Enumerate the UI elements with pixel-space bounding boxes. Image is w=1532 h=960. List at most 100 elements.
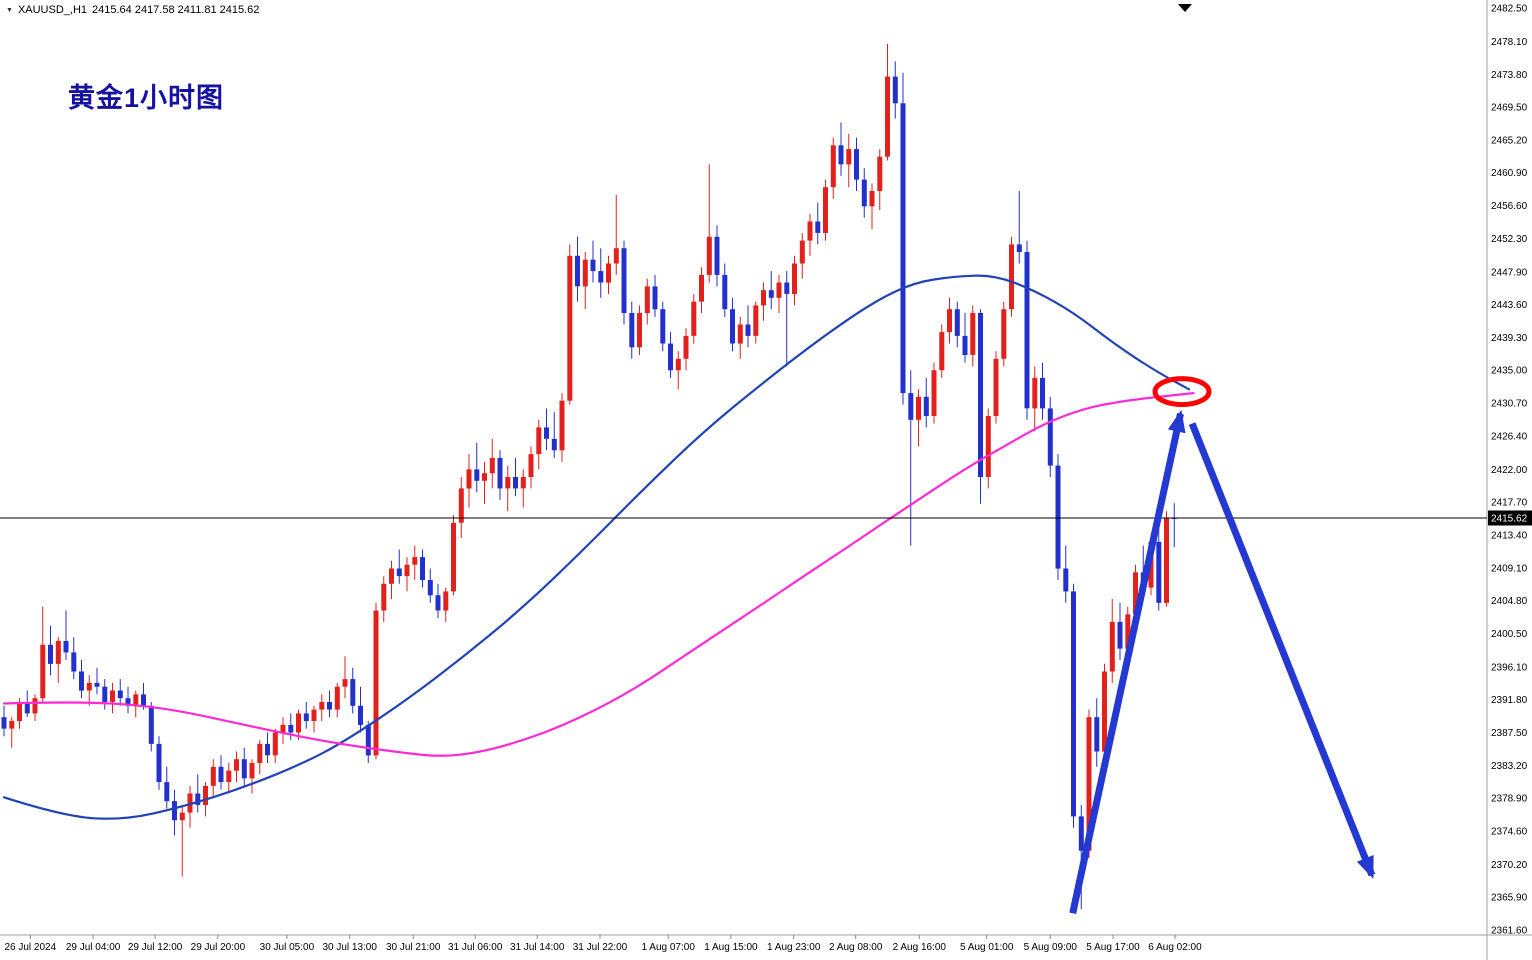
candle [1, 705, 7, 737]
candle [629, 301, 635, 359]
candle [86, 675, 92, 706]
candle [9, 717, 15, 748]
candle [753, 301, 759, 344]
candle [381, 576, 387, 622]
time-axis-label: 1 Aug 23:00 [767, 942, 821, 953]
candle [861, 168, 867, 218]
price-axis-label: 2430.70 [1491, 399, 1528, 410]
svg-text:2415.62: 2415.62 [1491, 514, 1528, 525]
time-axis-label: 26 Jul 2024 [4, 942, 56, 953]
candle [582, 252, 588, 310]
candle [458, 477, 464, 538]
time-axis-label: 31 Jul 22:00 [573, 942, 628, 953]
candle [489, 438, 495, 489]
price-axis-label: 2404.80 [1491, 596, 1528, 607]
candle [947, 297, 952, 344]
price-axis-label: 2478.10 [1491, 37, 1528, 48]
candle [172, 789, 177, 836]
price-axis-label: 2456.60 [1491, 201, 1528, 212]
candle [396, 549, 402, 584]
time-axis: 26 Jul 2024 29 Jul 04:00 29 Jul 12:00 29 Ju… [4, 935, 1202, 953]
candle [358, 686, 363, 733]
time-axis-label: 2 Aug 16:00 [893, 942, 947, 953]
price-axis-label: 2426.40 [1491, 431, 1528, 442]
candle [598, 248, 604, 298]
candle [513, 457, 518, 497]
candle [854, 137, 859, 191]
price-axis-label: 2374.60 [1491, 826, 1528, 837]
price-axis-label: 2378.90 [1491, 794, 1528, 805]
price-axis-label: 2439.30 [1491, 333, 1528, 344]
time-axis-label: 2 Aug 08:00 [829, 942, 883, 953]
candle [1009, 236, 1014, 317]
price-axis-label: 2391.80 [1491, 695, 1528, 706]
candle [776, 274, 782, 313]
candle [567, 244, 573, 405]
candle [815, 202, 821, 245]
candle [536, 419, 542, 470]
time-axis-label: 1 Aug 15:00 [704, 942, 758, 953]
candle [234, 751, 239, 783]
candle [722, 263, 728, 317]
candle [520, 469, 526, 508]
candle [226, 763, 232, 794]
time-axis-label: 29 Jul 12:00 [128, 942, 183, 953]
current-price-badge: 2415.62 [1488, 510, 1532, 526]
hand-drawn-annotations [1069, 376, 1376, 914]
candle [931, 362, 937, 424]
candle [877, 149, 883, 211]
down-arrow-annotation [1188, 422, 1376, 879]
candle [148, 702, 154, 752]
candlesticks [1, 43, 1177, 910]
candle [334, 682, 340, 718]
price-axis-label: 2422.00 [1491, 465, 1528, 476]
candle [807, 213, 813, 256]
time-axis-label: 5 Aug 17:00 [1086, 942, 1140, 953]
quote-ohlc-values: 2415.64 2417.58 2411.81 2415.62 [92, 4, 260, 16]
candle [427, 568, 433, 603]
price-axis-label: 2435.00 [1491, 366, 1528, 377]
price-axis-label: 2460.90 [1491, 168, 1528, 179]
candle [482, 461, 487, 504]
candle [838, 122, 844, 176]
candle [1117, 602, 1123, 660]
price-axis-label: 2443.60 [1491, 300, 1528, 311]
candle [613, 194, 619, 275]
candle [954, 301, 960, 348]
candle [94, 667, 100, 695]
candle [1001, 301, 1007, 367]
candle [606, 255, 611, 294]
candle [1063, 545, 1069, 603]
candle [575, 236, 580, 302]
candle [241, 747, 247, 786]
candle [474, 442, 480, 493]
candle [939, 324, 945, 378]
price-axis-label: 2447.90 [1491, 267, 1528, 278]
symbol-timeframe-label: XAUUSD_,H1 [17, 4, 88, 16]
candle [668, 332, 673, 378]
candle [1032, 366, 1038, 432]
candle [1071, 583, 1076, 828]
candle [1102, 663, 1107, 760]
candle [179, 804, 185, 877]
candle [218, 755, 224, 790]
candle [443, 587, 449, 622]
price-axis-label: 2417.70 [1491, 498, 1528, 509]
candle [985, 408, 991, 489]
candle [156, 736, 162, 790]
candle [916, 389, 921, 447]
symbol-dropdown-icon[interactable]: ▼ [6, 6, 13, 14]
candle [1055, 454, 1061, 580]
candle [621, 240, 627, 325]
candle [644, 278, 650, 325]
candle [342, 656, 348, 699]
candle [745, 305, 751, 348]
candle [249, 759, 255, 794]
candle [288, 713, 294, 741]
price-axis-label: 2365.90 [1491, 893, 1528, 904]
symbol-info-bar: ▼ XAUUSD_,H1 2415.64 2417.58 2411.81 241… [6, 4, 259, 16]
candle [652, 274, 658, 317]
chart-shift-marker-icon[interactable] [1178, 4, 1192, 12]
candle [993, 351, 999, 424]
